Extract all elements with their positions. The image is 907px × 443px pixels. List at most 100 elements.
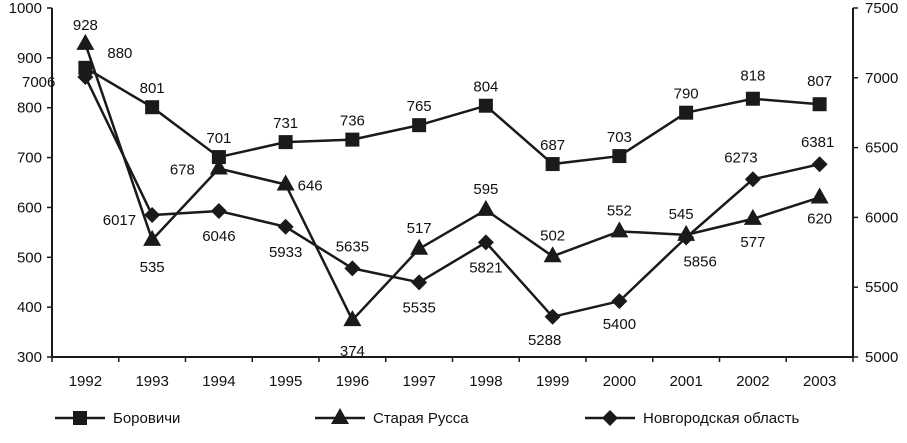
data-label: 5400 bbox=[603, 316, 636, 333]
legend-triangle-icon bbox=[331, 408, 349, 424]
right-tick-label: 6500 bbox=[865, 140, 898, 157]
right-tick-label: 6000 bbox=[865, 209, 898, 226]
data-label: 552 bbox=[607, 202, 632, 219]
data-label: 818 bbox=[740, 68, 765, 85]
data-label: 502 bbox=[540, 227, 565, 244]
diamond-marker bbox=[477, 234, 494, 251]
data-label: 687 bbox=[540, 137, 565, 154]
square-marker bbox=[812, 97, 827, 112]
data-label: 7006 bbox=[22, 74, 55, 91]
diamond-marker bbox=[344, 260, 361, 277]
square-marker bbox=[78, 60, 93, 75]
x-tick-label: 1996 bbox=[336, 373, 369, 390]
data-label: 517 bbox=[407, 220, 432, 237]
data-label: 6017 bbox=[103, 212, 136, 229]
triangle-marker bbox=[143, 229, 162, 246]
data-label: 765 bbox=[407, 98, 432, 115]
square-marker bbox=[478, 98, 493, 113]
diamond-marker bbox=[411, 274, 428, 291]
x-tick-label: 1997 bbox=[402, 373, 435, 390]
x-tick-label: 1995 bbox=[269, 373, 302, 390]
diamond-marker bbox=[544, 308, 561, 325]
data-label: 6046 bbox=[202, 228, 235, 245]
right-tick-label: 5000 bbox=[865, 349, 898, 366]
triangle-marker bbox=[543, 246, 562, 263]
legend-square-icon bbox=[73, 411, 87, 425]
x-tick-label: 1998 bbox=[469, 373, 502, 390]
data-label: 928 bbox=[73, 17, 98, 34]
left-tick-label: 1000 bbox=[9, 0, 42, 17]
series-line-diamond bbox=[84, 76, 820, 319]
triangle-marker bbox=[276, 174, 295, 191]
left-tick-label: 600 bbox=[17, 199, 42, 216]
square-marker bbox=[612, 149, 627, 164]
diamond-marker bbox=[77, 68, 94, 85]
square-marker bbox=[412, 118, 427, 133]
data-label: 701 bbox=[206, 130, 231, 147]
legend: Боровичи Старая Русса Новгородская область bbox=[55, 408, 799, 427]
x-tick-label: 1994 bbox=[202, 373, 235, 390]
data-label: 374 bbox=[340, 343, 365, 360]
triangle-marker bbox=[410, 238, 429, 255]
data-label: 5856 bbox=[683, 254, 716, 271]
data-label: 5821 bbox=[469, 259, 502, 276]
left-tick-label: 800 bbox=[17, 100, 42, 117]
x-tick-label: 1992 bbox=[69, 373, 102, 390]
x-tick-label: 1993 bbox=[135, 373, 168, 390]
left-tick-label: 900 bbox=[17, 50, 42, 67]
square-marker bbox=[278, 135, 293, 150]
data-label: 880 bbox=[107, 45, 132, 62]
data-labels: 880 801 701 731 736 765 804 687 703 790 818 807 928 5… bbox=[22, 17, 834, 360]
data-label: 5535 bbox=[402, 299, 435, 316]
right-tick-label: 7000 bbox=[865, 70, 898, 87]
data-label: 790 bbox=[674, 86, 699, 103]
triangle-marker bbox=[343, 310, 362, 327]
data-label: 807 bbox=[807, 73, 832, 90]
right-tick-label: 7500 bbox=[865, 0, 898, 17]
data-label: 6381 bbox=[801, 134, 834, 151]
triangle-marker bbox=[76, 33, 95, 50]
left-tick-label: 700 bbox=[17, 150, 42, 167]
diamond-marker bbox=[144, 207, 161, 224]
data-label: 577 bbox=[740, 234, 765, 251]
square-marker bbox=[745, 91, 760, 106]
diamond-marker bbox=[678, 229, 695, 246]
square-marker bbox=[145, 100, 160, 115]
x-tick-label: 2000 bbox=[603, 373, 636, 390]
x-tick-label: 1999 bbox=[536, 373, 569, 390]
triangle-marker bbox=[810, 187, 829, 204]
triangle-marker bbox=[209, 158, 228, 175]
diamond-marker bbox=[744, 171, 761, 188]
diamond-marker bbox=[611, 293, 628, 310]
legend-label: Новгородская область bbox=[643, 410, 799, 427]
triangle-marker bbox=[610, 221, 629, 238]
series-line-square bbox=[84, 66, 820, 166]
data-label: 731 bbox=[273, 115, 298, 132]
triangle-marker bbox=[476, 199, 495, 216]
square-marker bbox=[679, 105, 694, 120]
data-label: 545 bbox=[669, 206, 694, 223]
data-label: 620 bbox=[807, 210, 832, 227]
series-lines bbox=[76, 33, 829, 327]
square-marker bbox=[345, 132, 360, 147]
axes: 300 400 500 600 700 800 900 1000 5000 5500 6000 650… bbox=[9, 0, 899, 390]
square-marker bbox=[211, 150, 226, 165]
data-label: 595 bbox=[473, 181, 498, 198]
legend-label: Старая Русса bbox=[373, 410, 469, 427]
data-label: 535 bbox=[140, 259, 165, 276]
legend-label: Боровичи bbox=[113, 410, 180, 427]
data-label: 736 bbox=[340, 113, 365, 130]
x-tick-label: 2003 bbox=[803, 373, 836, 390]
series-line-triangle bbox=[84, 43, 821, 323]
square-marker bbox=[545, 157, 560, 172]
data-label: 703 bbox=[607, 129, 632, 146]
diamond-marker bbox=[277, 218, 294, 235]
data-label: 5933 bbox=[269, 244, 302, 261]
data-label: 646 bbox=[298, 177, 323, 194]
x-tick-label: 2002 bbox=[736, 373, 769, 390]
left-tick-label: 500 bbox=[17, 249, 42, 266]
data-label: 6273 bbox=[724, 149, 757, 166]
left-tick-label: 300 bbox=[17, 349, 42, 366]
data-label: 5635 bbox=[336, 238, 369, 255]
data-label: 678 bbox=[170, 162, 195, 179]
